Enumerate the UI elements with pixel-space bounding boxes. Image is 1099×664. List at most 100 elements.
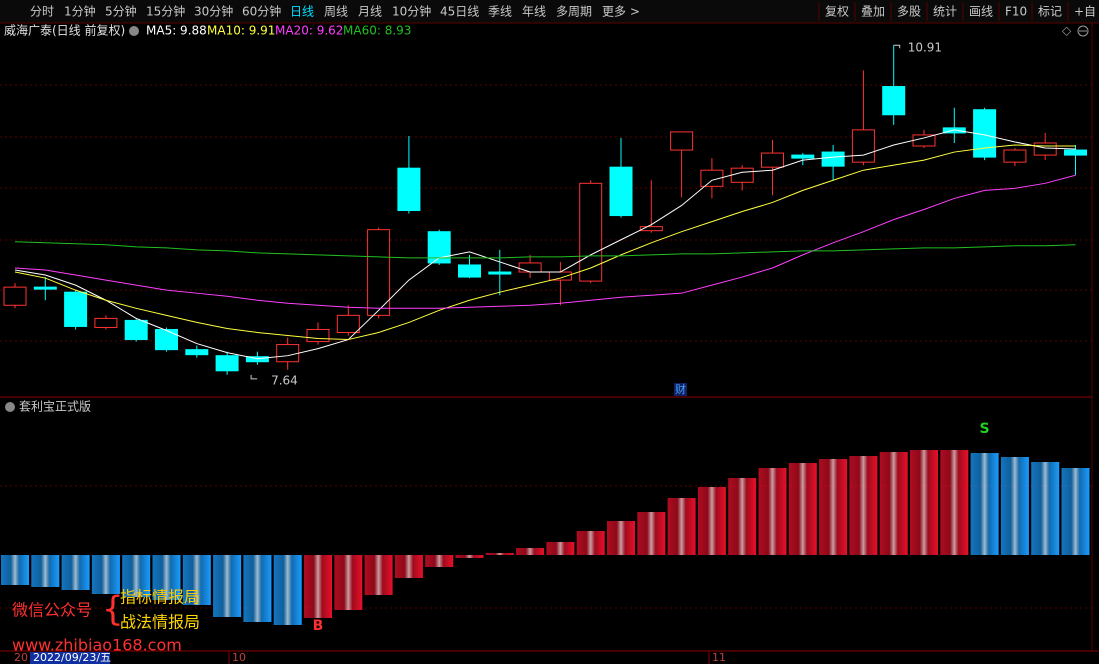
candle-body (458, 264, 481, 278)
histogram-bar-shine (1000, 457, 1029, 555)
histogram-bar-shine (425, 555, 454, 567)
candle-body (761, 152, 784, 168)
histogram-bar-shine (334, 555, 363, 610)
tool-button[interactable]: 画线 (969, 5, 993, 19)
candle-body (94, 317, 118, 328)
date-label: 20 (14, 651, 28, 664)
ma-line (14, 144, 1076, 341)
legend-entry: MA5: 9.88 (146, 24, 207, 38)
histogram-bar-shine (758, 468, 787, 555)
histogram-bar-shine (1031, 462, 1060, 555)
diamond-icon[interactable]: ◇ (1062, 24, 1072, 38)
period-tab[interactable]: 5分钟 (105, 4, 137, 19)
histogram-bar-shine (970, 453, 999, 555)
histogram-bar-shine (243, 555, 272, 622)
toolbar-items: 分时 1分钟 5分钟 15分钟 30分钟 60分钟 日线 周线 月线 10分钟 45日线 季线 年线 多周… (30, 2, 1096, 21)
candle-body (821, 151, 845, 167)
candle-body (276, 344, 300, 363)
histogram-bar-shine (819, 459, 848, 555)
period-tab[interactable]: 周线 (324, 5, 348, 19)
tool-button[interactable]: F10 (1005, 5, 1027, 19)
signal-label: B (313, 618, 324, 634)
candle-body (730, 167, 754, 183)
histogram-bar-shine (304, 555, 332, 618)
watermark-url: www.zhibiao168.com (12, 636, 182, 655)
candle-body (336, 314, 360, 334)
period-tab[interactable]: 60分钟 (242, 4, 281, 19)
date-label: 2022/09/23/五 (33, 651, 111, 664)
ma-line (14, 174, 1076, 309)
period-tab[interactable]: 多周期 (556, 5, 592, 19)
watermark: 微信公众号 { 指标情报局 战法情报局 www.zhibiao168.com (12, 588, 200, 655)
max-pointer (893, 44, 901, 49)
histogram-bar-shine (849, 456, 878, 555)
price-panel: 10.91 7.64 财 (3, 41, 1087, 396)
candle-body (64, 291, 88, 327)
period-tab[interactable]: 日线 (290, 5, 314, 19)
watermark-line: 战法情报局 (120, 613, 200, 632)
period-tab[interactable]: 1分钟 (64, 4, 96, 19)
histogram-bar-shine (364, 555, 393, 595)
candle-body (245, 356, 269, 363)
event-marker-box (674, 383, 687, 396)
histogram-bar-shine (122, 555, 151, 597)
candle-body (397, 167, 421, 212)
histogram-bar-shine (182, 555, 211, 605)
period-tab[interactable]: 分时 (30, 5, 54, 19)
tool-button[interactable]: 叠加 (861, 5, 885, 19)
period-tab[interactable]: 15分钟 (146, 4, 185, 19)
period-tab[interactable]: 月线 (358, 5, 382, 19)
candle-body (215, 355, 239, 372)
candle-body (670, 131, 694, 151)
toolbar (0, 0, 1099, 23)
candle-body (367, 229, 391, 316)
date-label: 10 (232, 651, 246, 664)
period-tab[interactable]: 30分钟 (194, 4, 233, 19)
histogram-bar-shine (485, 553, 514, 555)
histogram-bar-shine (91, 555, 120, 594)
tool-button[interactable]: 复权 (825, 5, 849, 19)
histogram-bar-shine (607, 521, 635, 555)
legend-entry: MA10: 9.91 (207, 24, 275, 38)
period-tab[interactable]: 季线 (488, 5, 512, 19)
min-label: 7.64 (271, 373, 298, 387)
histogram-bar-shine (455, 555, 484, 558)
brace: { (102, 590, 124, 630)
candle-body (124, 319, 148, 341)
candle-body (155, 328, 178, 351)
tool-button[interactable]: 统计 (933, 5, 957, 19)
candle-body (882, 86, 906, 116)
ma-line (14, 241, 1076, 259)
date-label: 11 (712, 651, 726, 664)
histogram-bar-shine (31, 555, 60, 587)
candle-body (185, 349, 209, 356)
indicator-icon[interactable] (5, 402, 15, 412)
histogram-bar-shine (637, 512, 666, 555)
candle-body (700, 169, 724, 187)
period-tab[interactable]: 更多 > (602, 5, 640, 19)
histogram-bar-shine (273, 555, 302, 625)
ma-line (14, 129, 1076, 360)
histogram-bar-shine (213, 555, 242, 617)
event-marker[interactable]: 财 (675, 382, 686, 396)
dropdown-icon[interactable] (129, 26, 139, 36)
tool-button[interactable]: 标记 (1038, 5, 1062, 19)
date-highlight (30, 652, 110, 664)
histogram-bar-shine (1061, 468, 1090, 555)
watermark-line: 指标情报局 (120, 588, 200, 607)
candle-body (548, 271, 572, 281)
candle-body (1033, 142, 1057, 156)
tool-button[interactable]: +自 (1074, 5, 1096, 19)
close-icon[interactable] (1077, 25, 1089, 37)
tool-button[interactable]: 多股 (897, 5, 921, 19)
histogram-bar-shine (516, 548, 545, 555)
period-tab[interactable]: 年线 (522, 5, 546, 19)
histogram-bar-shine (879, 452, 908, 555)
legend-entry: MA60: 8.93 (343, 24, 411, 38)
histogram-bar-shine (667, 498, 696, 555)
candle-body (33, 286, 57, 290)
period-tab[interactable]: 10分钟 (392, 4, 431, 19)
period-tab[interactable]: 45日线 (440, 5, 479, 19)
histogram-bar-shine (1, 555, 29, 585)
